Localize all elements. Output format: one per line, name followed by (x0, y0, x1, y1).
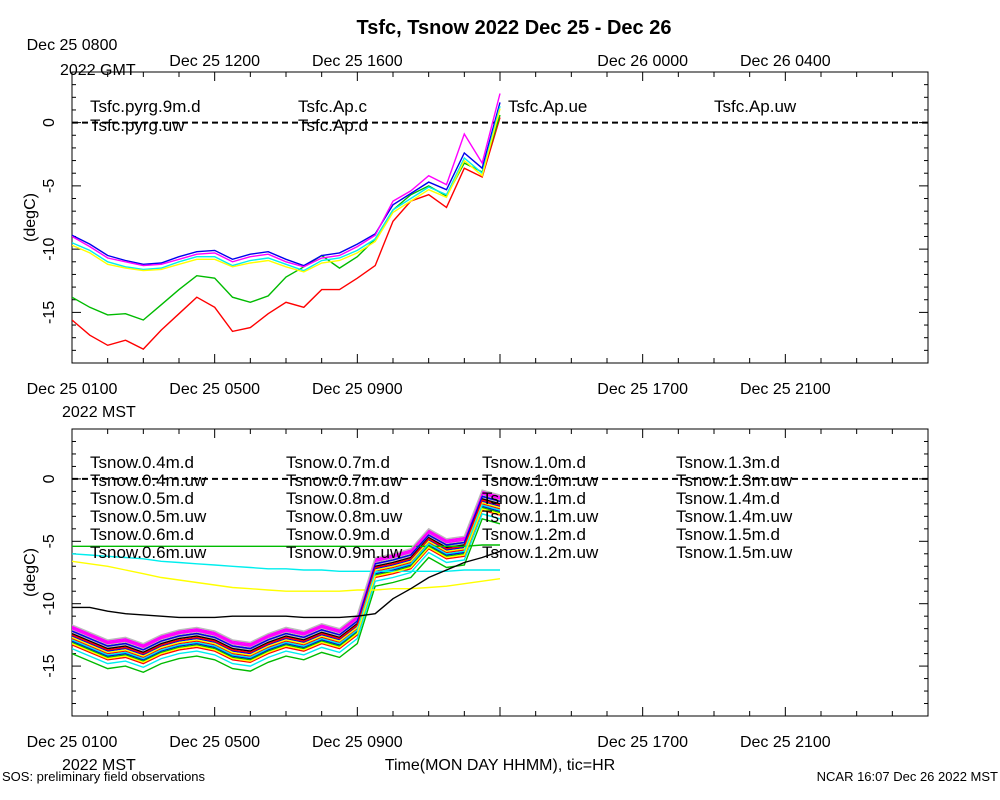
top-tick-label: Dec 26 0400 (740, 53, 831, 70)
top-axis-note: 2022 GMT (60, 62, 136, 79)
bottom-tick-label: Dec 25 2100 (740, 381, 831, 398)
y-tick-label: 0 (41, 118, 58, 127)
series-line-Tsnow-0-7m-d (72, 494, 501, 650)
y-axis-label: (degC) (22, 193, 39, 242)
series-line-Tsnow-1-0m-d (72, 493, 501, 649)
series-line-Tsfc-pyrg-uw (72, 114, 501, 321)
bottom-axis-note: 2022 MST (62, 404, 136, 421)
series-line-Tsnow-1-4m-d (72, 491, 501, 647)
legend-entry: Tsnow.1.5m.uw (676, 543, 793, 562)
legend-entry: Tsnow.1.3m.d (676, 453, 780, 472)
legend-entry: Tsnow.0.8m.uw (286, 507, 403, 526)
legend-entry: Tsnow.0.8m.d (286, 489, 390, 508)
y-tick-label: -5 (41, 534, 58, 548)
y-tick-label: -15 (41, 654, 58, 677)
top-tick-label: Dec 25 1600 (312, 53, 403, 70)
legend-entry: Tsfc.Ap.uw (714, 97, 797, 116)
series-line-Tsnow-1-1m-d (72, 496, 501, 652)
bottom-tick-label: Dec 25 0900 (312, 734, 403, 751)
series-line-Tsnow-0-4m-uw (72, 517, 501, 674)
series-line-Tsnow-1-2m-uw (72, 544, 500, 547)
legend-entry: Tsnow.0.5m.d (90, 489, 194, 508)
series-lines (72, 489, 501, 674)
bottom-tick-label: Dec 25 0500 (169, 734, 260, 751)
series-line-Tsfc-Ap-uw (72, 108, 501, 273)
series-line-Tsnow-1-4m-uw (72, 508, 501, 664)
legend-entry: Tsnow.1.2m.d (482, 525, 586, 544)
legend-entry: Tsnow.1.1m.uw (482, 507, 599, 526)
series-line-Tsnow-0-9m-d (72, 500, 501, 656)
legend-entry: Tsnow.1.0m.d (482, 453, 586, 472)
top-tick-label: Dec 26 0000 (597, 53, 688, 70)
y-tick-label: 0 (41, 474, 58, 483)
legend-entry: Tsnow.0.7m.d (286, 453, 390, 472)
y-tick-label: -10 (41, 592, 58, 615)
legend-entry: Tsnow.0.6m.uw (90, 543, 207, 562)
legend-entry: Tsnow.1.3m.uw (676, 471, 793, 490)
series-line-Tsnow-0-6m-d (72, 490, 501, 646)
legend-entry: Tsfc.pyrg.9m.d (90, 97, 201, 116)
series-line-Tsnow-0-4m-d (72, 509, 501, 665)
legend-entry: Tsnow.1.0m.uw (482, 471, 599, 490)
bottom-tick-label: Dec 25 0900 (312, 381, 403, 398)
y-tick-label: -15 (41, 301, 58, 324)
legend-entry: Tsnow.1.5m.d (676, 525, 780, 544)
legend-entry: Tsfc.Ap.d (298, 116, 368, 135)
legend-entry: Tsfc.Ap.c (298, 97, 367, 116)
legend-entry: Tsnow.1.4m.d (676, 489, 780, 508)
series-line-Tsfc-Ap-c (72, 102, 501, 267)
legend-entry: Tsnow.1.1m.d (482, 489, 586, 508)
series-line-Tsnow-1-5m-d (72, 489, 501, 645)
legend-entry: Tsnow.0.5m.uw (90, 507, 207, 526)
bottom-tick-label: Dec 25 1700 (597, 381, 688, 398)
legend-entry: Tsnow.0.6m.d (90, 525, 194, 544)
series-line-Tsnow-1-1m-uw (72, 498, 501, 654)
legend-entry: Tsnow.1.2m.uw (482, 543, 599, 562)
series-line-Tsnow-1-3m-uw (72, 504, 501, 660)
bottom-axis-note: 2022 MST (62, 757, 136, 774)
bottom-tick-label: Dec 25 0500 (169, 381, 260, 398)
series-line-Tsfc-Ap-d (72, 106, 501, 272)
series-line-Tsnow-1-3m-d (72, 495, 501, 651)
series-line-Tsfc-Ap-ue (72, 93, 501, 268)
legend-entry: Tsnow.1.4m.uw (676, 507, 793, 526)
series-line-Tsnow-0-5m-uw (72, 513, 501, 669)
series-line-Tsnow-0-6m-uw (72, 560, 501, 592)
figure-title: Tsfc, Tsnow 2022 Dec 25 - Dec 26 (357, 17, 672, 39)
y-tick-label: -5 (41, 179, 58, 193)
legend-entry: Tsnow.0.9m.d (286, 525, 390, 544)
series-line-Tsnow-0-5m-d (72, 505, 501, 661)
legend-entry: Tsfc.pyrg.uw (90, 116, 185, 135)
legend-entry: Tsnow.0.4m.uw (90, 471, 207, 490)
legend-entry: Tsnow.0.4m.d (90, 453, 194, 472)
series-line-Tsfc-pyrg-9m-d (72, 117, 501, 350)
y-tick-label: -10 (41, 237, 58, 260)
series-line-Tsnow-0-8m-d (72, 503, 501, 659)
bottom-tick-label: Dec 25 1700 (597, 734, 688, 751)
top-tick-label: Dec 25 0800 (27, 37, 118, 54)
footer-timestamp: NCAR 16:07 Dec 26 2022 MST (817, 769, 998, 784)
snow-temperature-panel: 0 -5 -10 -15 (degC) Dec 25 0100 Dec 25 0500 Dec… (22, 428, 929, 774)
bottom-tick-label: Dec 25 0100 (27, 734, 118, 751)
y-axis-label: (degC) (22, 548, 39, 597)
footer-note: SOS: preliminary field observations (2, 769, 206, 784)
series-line-Tsnow-1-2m-d (72, 499, 501, 655)
legend-entry: Tsnow.0.9m.uw (286, 543, 403, 562)
bottom-tick-label: Dec 25 2100 (740, 734, 831, 751)
series-line-Tsnow-0-9m-uw (72, 553, 500, 572)
series-line-Tsnow-1-5m-uw (72, 550, 501, 619)
bottom-tick-label: Dec 25 0100 (27, 381, 118, 398)
legend-entry: Tsfc.Ap.ue (508, 97, 587, 116)
series-lines (72, 93, 501, 350)
x-axis-label: Time(MON DAY HHMM), tic=HR (385, 757, 615, 774)
series-line-Tsnow-1-0m-uw (72, 501, 501, 657)
top-tick-label: Dec 25 1200 (169, 53, 260, 70)
legend-entry: Tsnow.0.7m.uw (286, 471, 403, 490)
surface-temperature-panel: 0 -5 -10 -15 (degC) Dec 25 0800 Dec 25 1200 Dec… (22, 37, 929, 421)
